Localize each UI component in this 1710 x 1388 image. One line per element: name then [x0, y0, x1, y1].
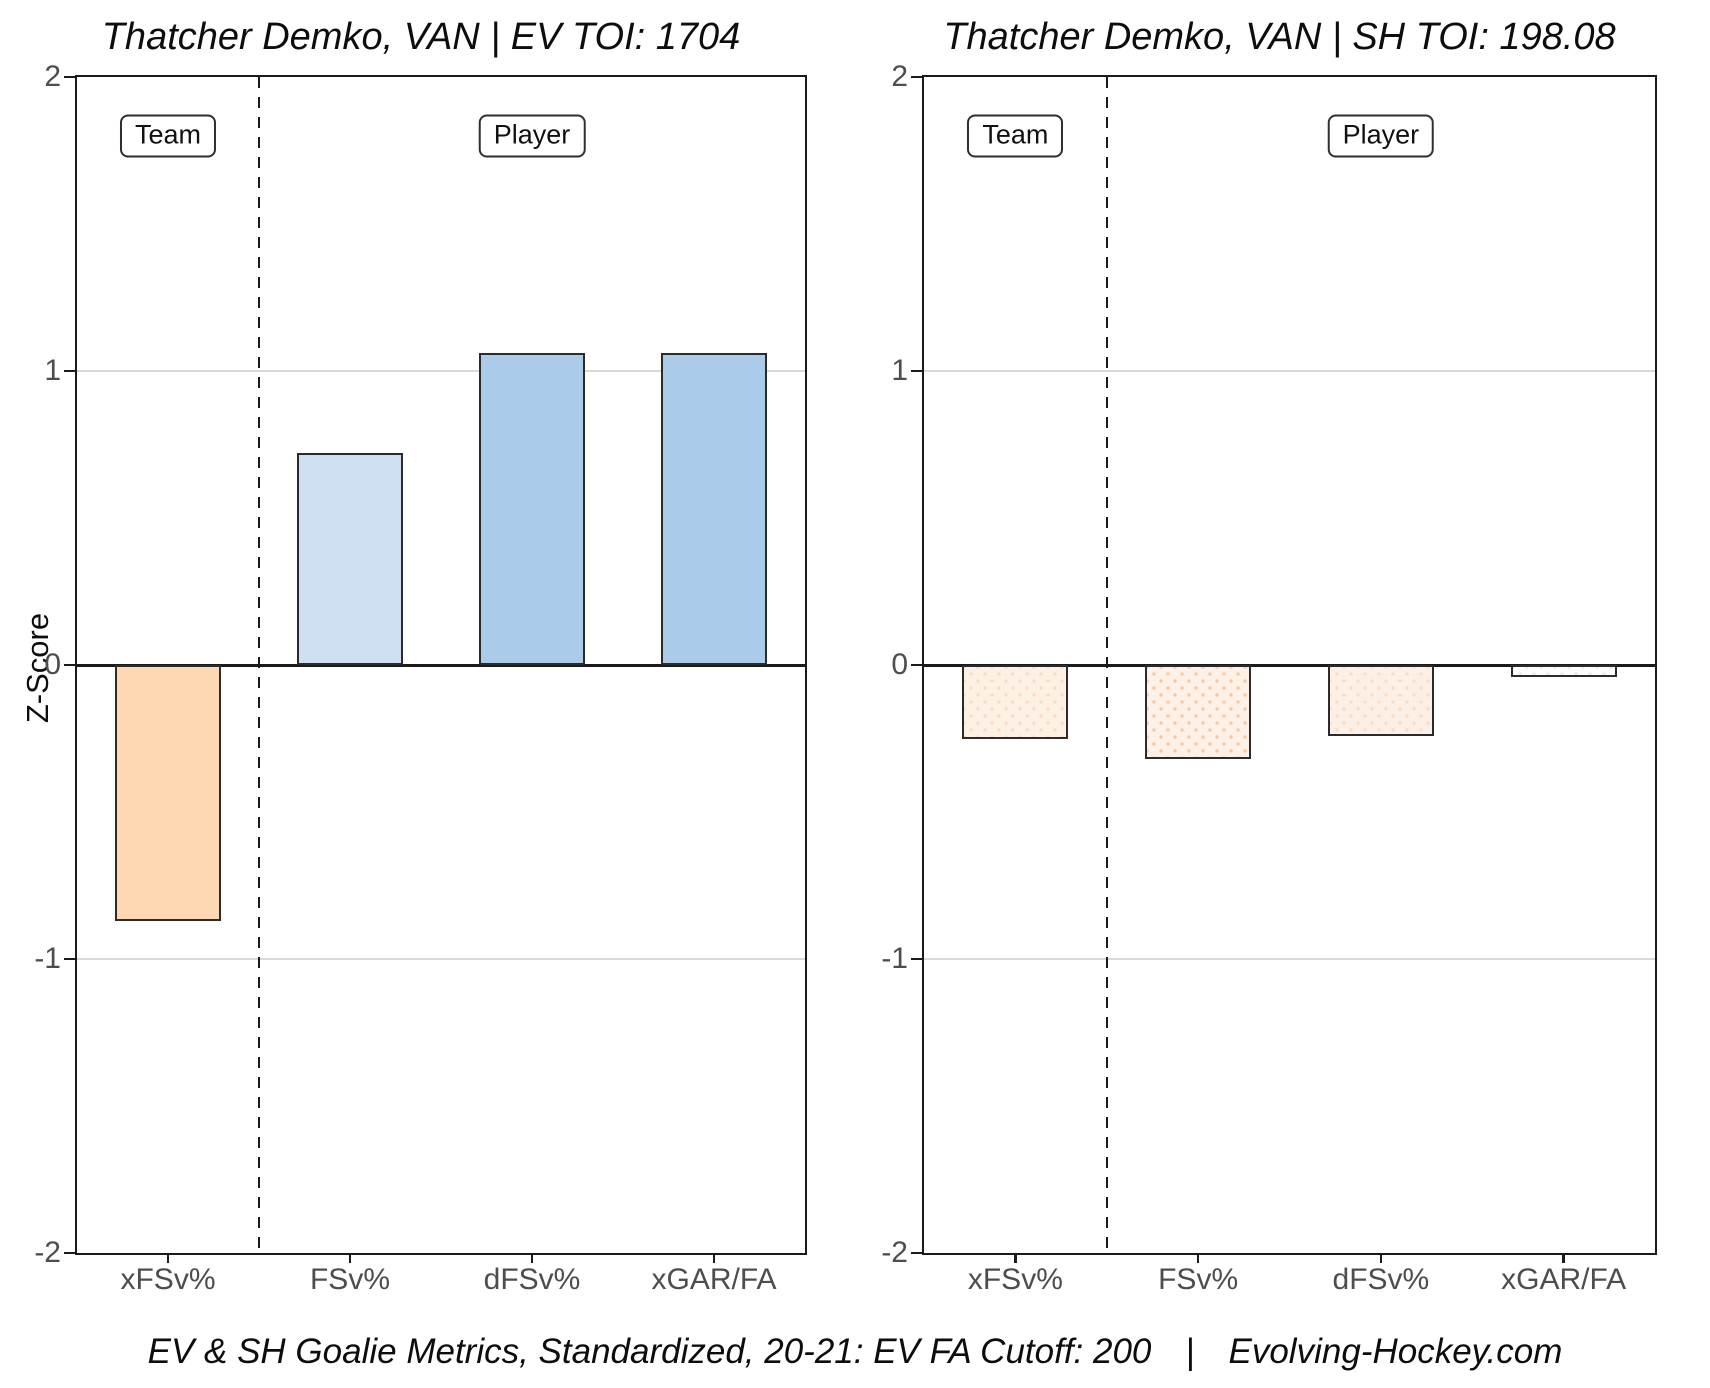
group-label-player: Player	[1327, 114, 1435, 158]
zero-baseline	[924, 663, 1655, 667]
x-tick-mark-xfsv	[1014, 1253, 1017, 1263]
caption-divider: |	[1185, 1332, 1195, 1371]
y-tick-mark-0	[64, 663, 75, 667]
bar-dfsv	[479, 353, 585, 665]
y-tick-label-2: 2	[44, 60, 61, 93]
x-tick-mark-xgar-fa	[1562, 1253, 1565, 1263]
x-tick-label-xgar-fa: xGAR/FA	[1501, 1263, 1627, 1296]
caption-text: EV & SH Goalie Metrics, Standardized, 20…	[147, 1332, 1152, 1371]
y-tick-label-2: -2	[881, 1236, 908, 1269]
gridline-y-1	[924, 958, 1655, 960]
gridline-y-1	[77, 958, 805, 960]
x-tick-label-dfsv: dFSv%	[1332, 1263, 1430, 1296]
y-tick-label-2: -2	[34, 1236, 61, 1269]
x-tick-label-xfsv: xFSv%	[967, 1263, 1063, 1296]
y-tick-mark-1	[64, 957, 75, 961]
bar-xfsv	[115, 665, 221, 921]
y-tick-label-1: -1	[881, 942, 908, 975]
gridline-y-1	[924, 370, 1655, 372]
team-player-divider	[1105, 77, 1108, 1253]
y-tick-mark-2	[911, 75, 922, 79]
chart-title-ev: Thatcher Demko, VAN | EV TOI: 1704	[101, 16, 741, 58]
group-label-player: Player	[478, 114, 586, 158]
y-tick-mark-1	[911, 369, 922, 373]
x-tick-mark-fsv	[1196, 1253, 1200, 1263]
y-tick-label-1: 1	[891, 354, 908, 387]
y-tick-mark-2	[911, 1251, 922, 1255]
x-tick-mark-fsv	[348, 1253, 352, 1263]
bar-fsv	[1145, 665, 1252, 760]
bar-dfsv	[1327, 665, 1434, 736]
group-label-team: Team	[967, 114, 1064, 158]
x-tick-label-xgar-fa: xGAR/FA	[651, 1263, 777, 1296]
y-tick-label-1: 1	[44, 354, 61, 387]
y-tick-mark-0	[911, 663, 922, 667]
x-tick-label-fsv: FSv%	[309, 1263, 390, 1296]
figure-caption: EV & SH Goalie Metrics, Standardized, 20…	[0, 1332, 1710, 1372]
y-tick-mark-1	[911, 957, 922, 961]
x-tick-mark-xgar-fa	[712, 1253, 716, 1263]
x-tick-mark-dfsv	[530, 1253, 534, 1263]
plot-panel-ev: Team Player 2 1 0 -1 -2 xFSv% FSv% dFSv% xGAR/FA	[34, 60, 807, 1296]
x-tick-mark-xfsv	[166, 1253, 170, 1263]
y-tick-label-1: -1	[34, 942, 61, 975]
bar-fsv	[297, 453, 403, 665]
y-tick-mark-2	[64, 75, 75, 79]
gridline-y-1	[77, 370, 805, 372]
y-tick-label-0: 0	[891, 648, 908, 681]
zero-baseline	[77, 663, 805, 667]
y-tick-label-0: 0	[44, 648, 61, 681]
plot-panel-sh: Team Player 2 1 0 -1 -2 xFSv% FSv% dFSv% xGAR/FA	[881, 60, 1657, 1296]
caption-source: Evolving-Hockey.com	[1228, 1332, 1563, 1371]
group-label-team: Team	[119, 114, 217, 158]
bar-xgar-fa	[661, 353, 767, 665]
bar-xfsv	[962, 665, 1069, 739]
bar-xgar-fa	[1510, 665, 1617, 677]
x-tick-mark-dfsv	[1379, 1253, 1383, 1263]
x-tick-label-xfsv: xFSv%	[120, 1263, 216, 1296]
y-tick-mark-2	[64, 1251, 75, 1255]
y-tick-label-2: 2	[891, 60, 908, 93]
chart-title-sh: Thatcher Demko, VAN | SH TOI: 198.08	[943, 16, 1616, 58]
y-tick-mark-1	[64, 369, 75, 373]
team-player-divider	[257, 77, 261, 1253]
x-tick-label-dfsv: dFSv%	[483, 1263, 581, 1296]
x-tick-label-fsv: FSv%	[1158, 1263, 1239, 1296]
